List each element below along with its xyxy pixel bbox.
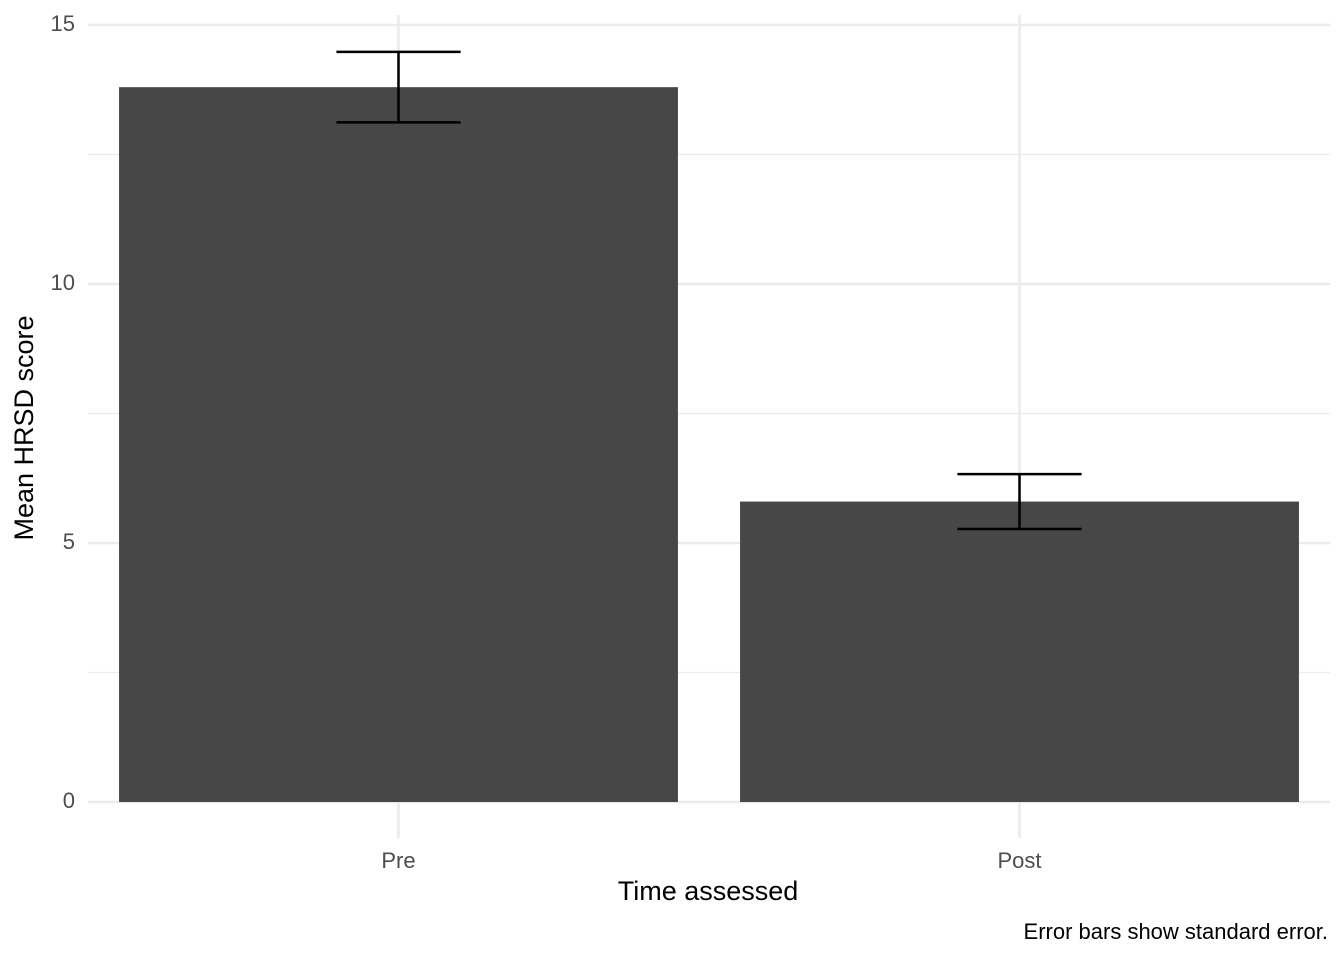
error-bar [957, 472, 1082, 531]
bar [119, 87, 678, 802]
y-tick-label: 15 [51, 11, 75, 36]
x-tick-label: Pre [381, 848, 415, 873]
error-bar [336, 50, 461, 124]
x-tick-label: Post [997, 848, 1041, 873]
y-tick-label: 0 [63, 788, 75, 813]
y-tick-label: 5 [63, 529, 75, 554]
x-axis-title: Time assessed [618, 876, 799, 906]
caption: Error bars show standard error. [1024, 919, 1328, 944]
bar [740, 501, 1299, 802]
y-tick-label: 10 [51, 270, 75, 295]
y-axis-title: Mean HRSD score [9, 315, 39, 540]
